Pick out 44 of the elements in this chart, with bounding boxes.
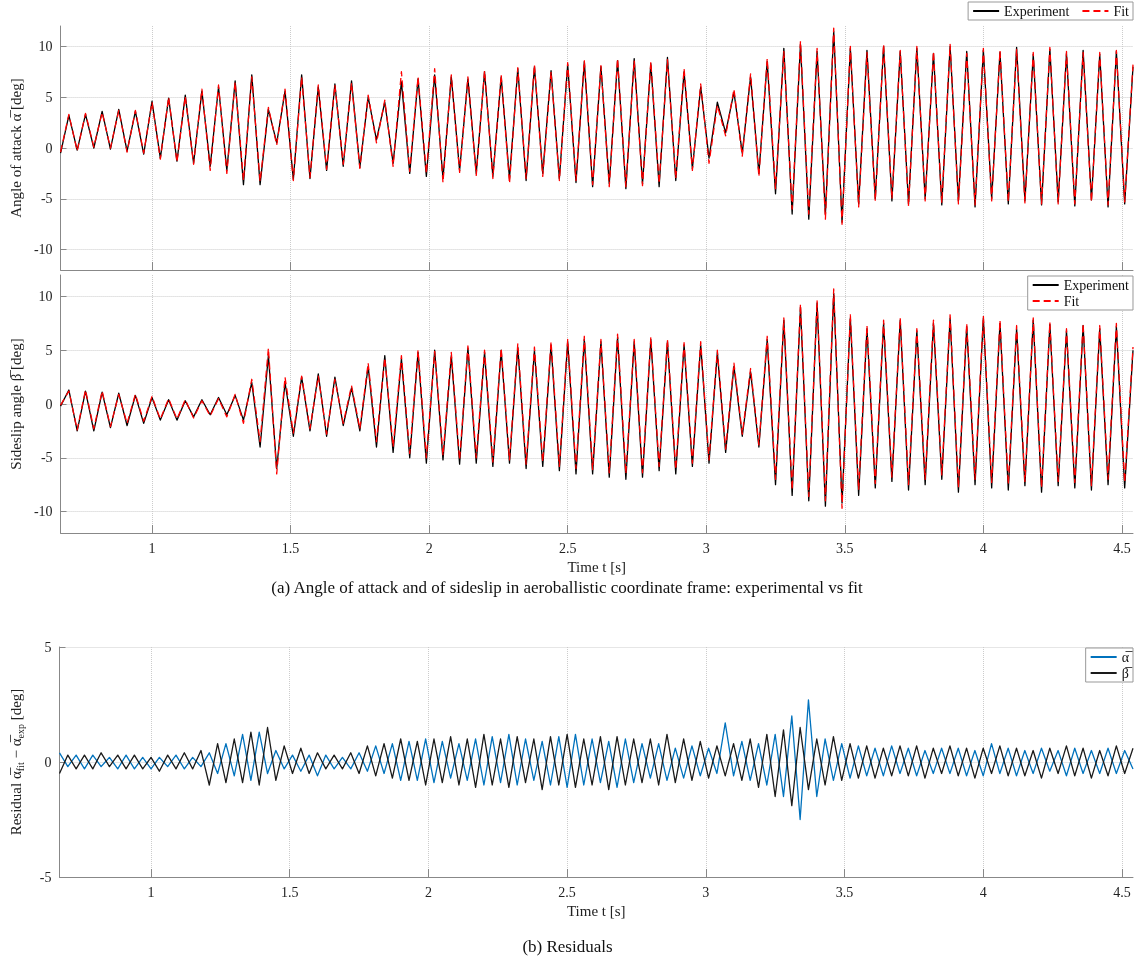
x-tick-label: 1 — [147, 884, 155, 900]
x-tick-label: 2.5 — [558, 540, 577, 556]
y-tick-label: -5 — [39, 869, 52, 885]
x-tick-label: 1.5 — [280, 884, 299, 900]
y-tick-label: -5 — [40, 191, 53, 207]
y-tick-label: 0 — [45, 140, 53, 156]
y-tick-label: 10 — [38, 38, 53, 54]
line-series — [58, 699, 1134, 821]
y-tick-label: 10 — [38, 289, 53, 304]
x-tick-label: 3 — [702, 540, 710, 556]
text: (b) Residuals — [522, 937, 613, 956]
x-tick-label: 4 — [979, 540, 987, 556]
x-tick-label: 4 — [979, 884, 987, 900]
y-axis-title: Sideslip angle β̅ [deg] — [7, 338, 24, 470]
y-axis-title: Angle of attack α̅ [deg] — [7, 78, 24, 218]
y-tick-label: 0 — [45, 396, 53, 412]
y-tick-label: 5 — [45, 89, 53, 105]
line-series — [58, 726, 1134, 807]
y-tick-label: 5 — [44, 639, 52, 655]
x-tick-label: 3 — [702, 884, 710, 900]
x-tick-label: 4.5 — [1113, 540, 1131, 556]
y-axis-title: Residual α̅fit − α̅exp [deg] — [7, 688, 26, 836]
y-tick-label: -10 — [33, 242, 53, 258]
x-tick-label: 3.5 — [836, 540, 854, 556]
legend-label: Experiment — [1004, 3, 1070, 19]
legend-label: Experiment — [1063, 277, 1130, 293]
x-axis-title: Time t [s] — [567, 559, 627, 576]
text: (a) Angle of attack and of sideslip in aeroballistic coordinate frame: experimental vs fit — [271, 578, 864, 597]
x-tick-label: 1.5 — [281, 540, 300, 556]
y-tick-label: 0 — [44, 754, 52, 770]
legend-label: α̅ — [1121, 649, 1133, 665]
x-tick-label: 3.5 — [835, 884, 854, 900]
x-tick-label: 1 — [148, 540, 156, 556]
legend-label: Fit — [1063, 293, 1080, 309]
legend-label: Fit — [1113, 3, 1130, 19]
x-tick-label: 4.5 — [1113, 884, 1131, 900]
x-tick-label: 2 — [424, 884, 432, 900]
y-tick-label: -5 — [40, 450, 53, 466]
legend-label: β̅ — [1121, 665, 1133, 681]
x-tick-label: 2 — [425, 540, 433, 556]
y-tick-label: -10 — [33, 504, 53, 519]
x-axis-title: Time t [s] — [566, 903, 626, 920]
y-tick-label: 5 — [45, 342, 53, 358]
x-tick-label: 2.5 — [558, 884, 576, 900]
